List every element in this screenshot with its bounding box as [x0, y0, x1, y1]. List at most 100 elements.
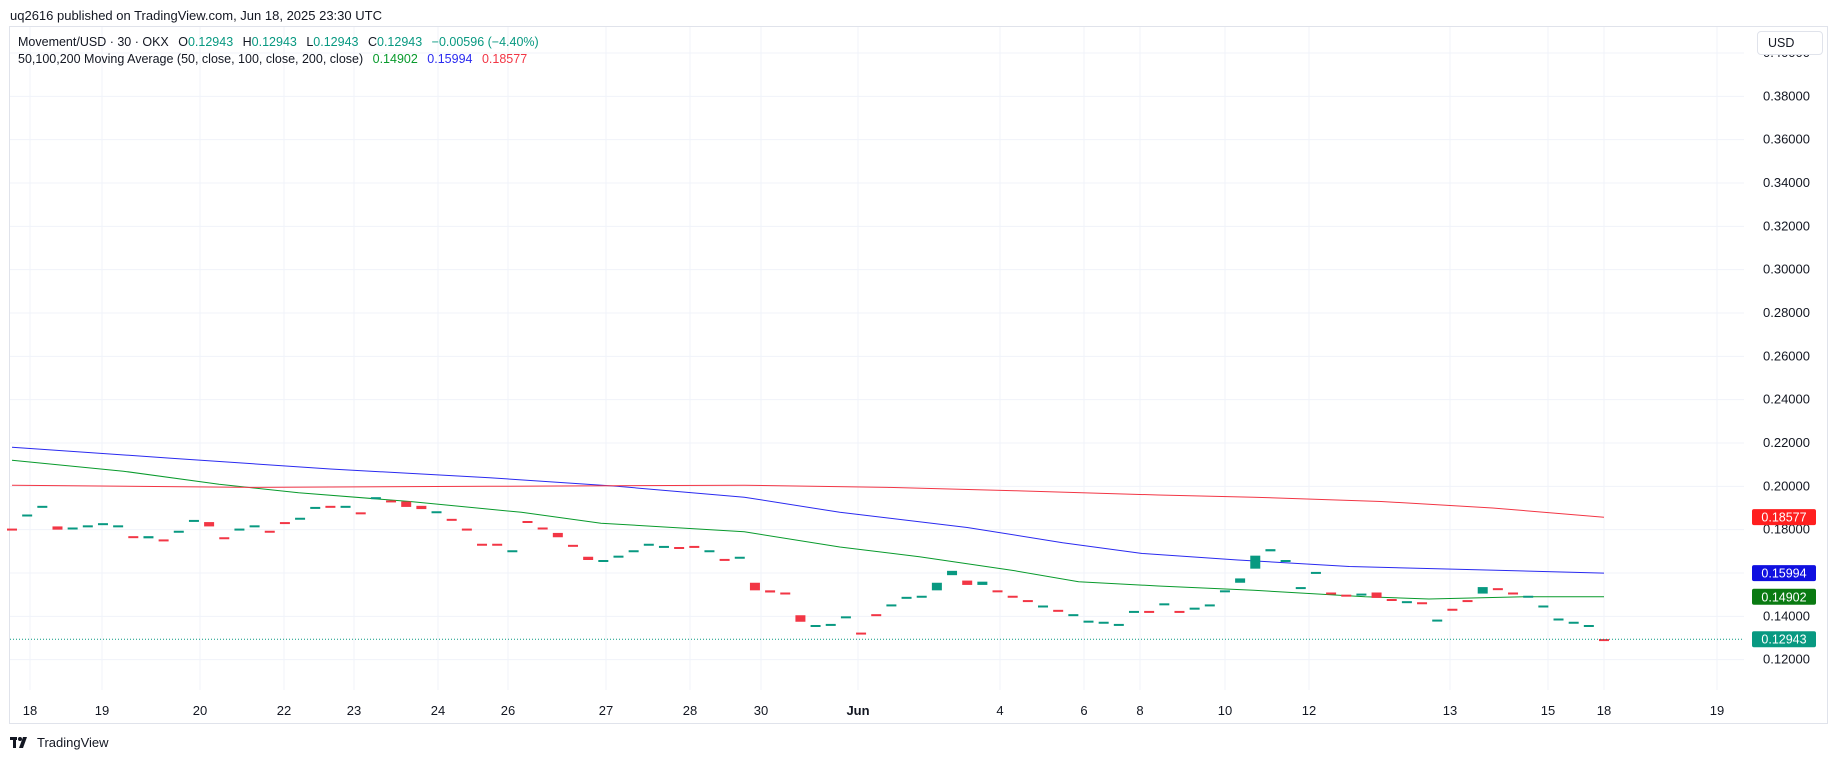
time-axis[interactable]: 18 19 20 22 23 24 26 27 28 30 Jun 4 6 8 10 12 13 15 18 19 — [23, 703, 1724, 718]
candle[interactable] — [1538, 605, 1549, 608]
candle[interactable] — [643, 543, 654, 546]
candle[interactable] — [1113, 623, 1124, 626]
candle[interactable] — [188, 519, 199, 522]
candle[interactable] — [1038, 605, 1049, 608]
candle[interactable] — [1235, 578, 1246, 583]
candle[interactable] — [204, 522, 215, 527]
candle[interactable] — [1204, 604, 1215, 607]
candle[interactable] — [962, 580, 973, 585]
candle[interactable] — [67, 527, 78, 530]
candle[interactable] — [1068, 614, 1079, 617]
candle[interactable] — [1189, 607, 1200, 610]
candle[interactable] — [113, 525, 124, 528]
candle[interactable] — [780, 592, 791, 595]
candle[interactable] — [810, 625, 821, 627]
candle[interactable] — [401, 501, 412, 507]
candle[interactable] — [477, 543, 488, 546]
candle[interactable] — [340, 505, 351, 508]
candle[interactable] — [1523, 595, 1534, 598]
candle[interactable] — [674, 547, 685, 549]
candle[interactable] — [552, 532, 563, 538]
candle[interactable] — [1310, 571, 1321, 574]
candle[interactable] — [1599, 639, 1609, 642]
candle[interactable] — [1250, 555, 1261, 569]
candle[interactable] — [52, 526, 63, 530]
candle[interactable] — [219, 537, 230, 540]
candle[interactable] — [370, 497, 381, 500]
candle[interactable] — [719, 558, 730, 561]
candle[interactable] — [1022, 600, 1033, 603]
candle[interactable] — [461, 528, 472, 531]
candle[interactable] — [765, 590, 776, 593]
candlestick-series[interactable] — [7, 497, 1609, 642]
candle[interactable] — [537, 527, 548, 530]
candle[interactable] — [856, 632, 867, 635]
candle[interactable] — [916, 595, 927, 598]
candle[interactable] — [416, 505, 427, 510]
candle[interactable] — [947, 570, 958, 576]
candle[interactable] — [1128, 610, 1139, 613]
candle[interactable] — [1553, 618, 1564, 621]
candle[interactable] — [522, 521, 533, 523]
candle[interactable] — [1280, 560, 1291, 562]
candle[interactable] — [871, 614, 882, 617]
candle[interactable] — [1083, 620, 1094, 623]
candle[interactable] — [734, 556, 745, 559]
candle[interactable] — [840, 616, 851, 619]
candle[interactable] — [1174, 610, 1185, 613]
candle[interactable] — [1371, 592, 1382, 598]
candle[interactable] — [1417, 602, 1428, 605]
candle[interactable] — [931, 582, 942, 591]
candle[interactable] — [1583, 625, 1594, 627]
candle[interactable] — [37, 505, 48, 508]
candle[interactable] — [1492, 588, 1503, 591]
candle[interactable] — [507, 550, 518, 553]
candle[interactable] — [431, 511, 442, 514]
candle[interactable] — [264, 530, 275, 533]
candle[interactable] — [1386, 599, 1397, 601]
candle[interactable] — [1401, 601, 1412, 604]
candle[interactable] — [446, 518, 457, 521]
candle[interactable] — [1447, 608, 1458, 611]
candle[interactable] — [7, 528, 17, 531]
candle[interactable] — [749, 582, 760, 591]
candle[interactable] — [1462, 600, 1473, 603]
candle[interactable] — [158, 539, 169, 542]
candle[interactable] — [355, 512, 366, 515]
candle[interactable] — [1568, 621, 1579, 624]
candle[interactable] — [249, 525, 260, 528]
chart-frame[interactable] — [9, 26, 1828, 724]
candle[interactable] — [658, 545, 669, 548]
candle[interactable] — [1341, 594, 1352, 597]
candle[interactable] — [901, 596, 912, 599]
candle[interactable] — [97, 523, 108, 526]
candle[interactable] — [1326, 592, 1337, 595]
candle[interactable] — [1432, 619, 1443, 622]
candle[interactable] — [1159, 603, 1170, 606]
candle[interactable] — [567, 544, 578, 547]
candle[interactable] — [689, 545, 700, 548]
candle[interactable] — [1007, 595, 1018, 598]
candle[interactable] — [143, 536, 154, 539]
candle[interactable] — [173, 530, 184, 533]
currency-button[interactable]: USD — [1757, 31, 1823, 55]
candle[interactable] — [628, 550, 639, 553]
ma-legend[interactable]: 50,100,200 Moving Average (50, close, 10… — [18, 52, 527, 66]
candle[interactable] — [1144, 610, 1155, 613]
candle[interactable] — [886, 604, 897, 607]
candle[interactable] — [1508, 592, 1519, 595]
candle[interactable] — [992, 590, 1003, 593]
candle[interactable] — [1265, 549, 1276, 552]
symbol-legend[interactable]: Movement/USD · 30 · OKX O0.12943 H0.1294… — [18, 35, 539, 49]
candle[interactable] — [1219, 590, 1230, 593]
candle[interactable] — [583, 556, 594, 560]
ma-indicator-title[interactable]: 50,100,200 Moving Average (50, close, 10… — [18, 52, 364, 66]
candle[interactable] — [325, 505, 336, 508]
candle[interactable] — [386, 500, 397, 503]
candle[interactable] — [1098, 621, 1109, 624]
candle[interactable] — [82, 525, 93, 528]
footer-brand[interactable]: TradingView — [10, 735, 109, 750]
candle[interactable] — [310, 506, 321, 509]
symbol-title[interactable]: Movement/USD · 30 · OKX — [18, 35, 169, 49]
